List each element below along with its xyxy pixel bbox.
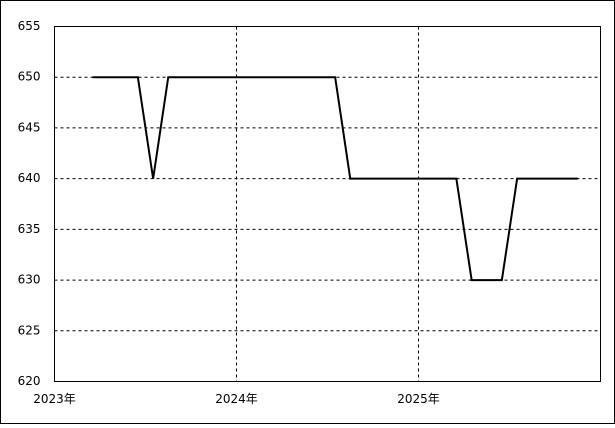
y-tick-label: 645 bbox=[18, 120, 41, 134]
y-tick-label: 625 bbox=[18, 323, 41, 337]
y-tick-label: 655 bbox=[18, 19, 41, 33]
y-tick-label: 630 bbox=[18, 273, 41, 287]
x-tick-label: 2025年 bbox=[397, 392, 440, 406]
x-tick-label: 2024年 bbox=[215, 392, 258, 406]
y-tick-label: 635 bbox=[18, 222, 41, 236]
y-tick-label: 620 bbox=[18, 374, 41, 388]
x-tick-label: 2023年 bbox=[33, 392, 76, 406]
plot-area bbox=[54, 26, 601, 382]
data-line bbox=[92, 76, 578, 282]
y-tick-label: 640 bbox=[18, 171, 41, 185]
y-tick-label: 650 bbox=[18, 70, 41, 84]
